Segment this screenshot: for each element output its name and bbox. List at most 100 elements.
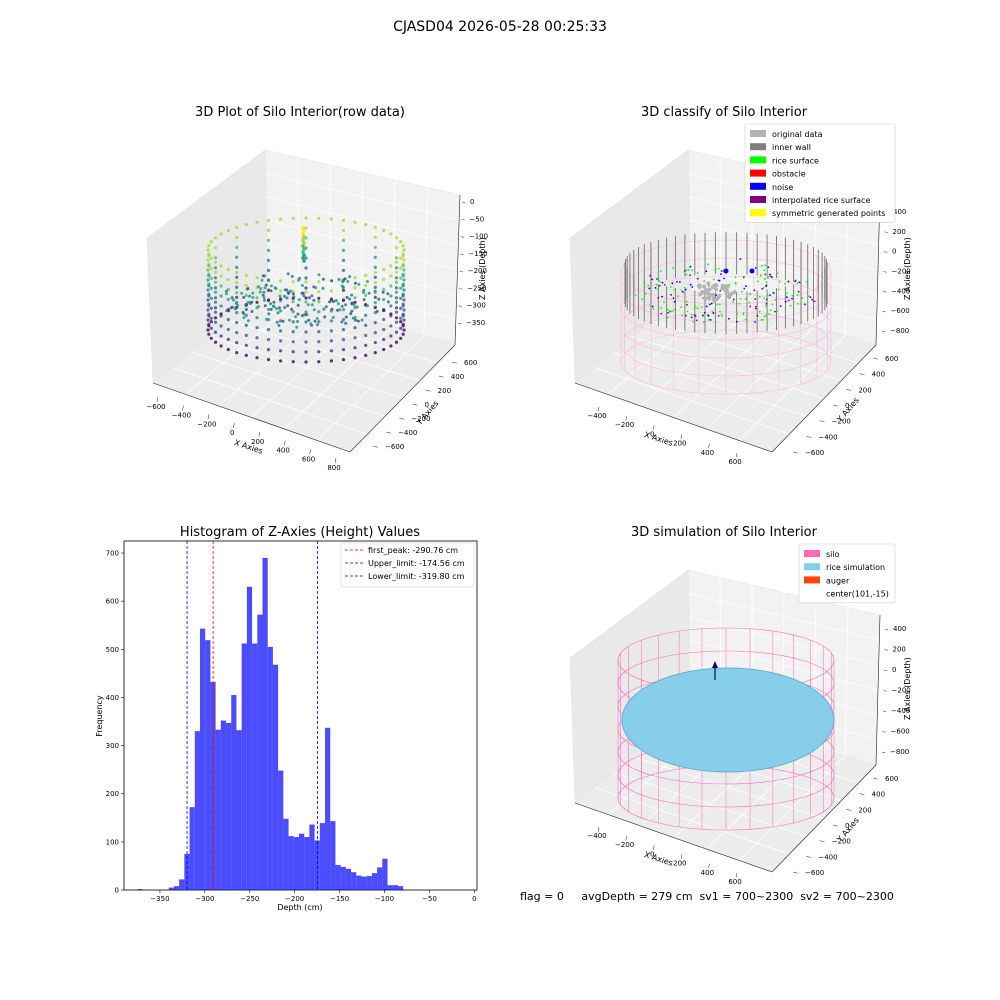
data-point xyxy=(304,256,308,260)
data-point xyxy=(242,295,246,299)
histogram-bar xyxy=(298,833,305,890)
data-point xyxy=(350,301,354,305)
data-point xyxy=(373,245,377,249)
classified-point xyxy=(691,269,693,272)
original-point xyxy=(725,294,730,299)
data-point xyxy=(209,326,213,330)
data-point xyxy=(255,346,259,350)
tick-mark xyxy=(233,423,235,428)
data-point xyxy=(364,343,368,347)
data-point xyxy=(248,294,252,298)
data-point xyxy=(213,306,218,310)
classified-point xyxy=(709,303,711,306)
tick-label: 600 xyxy=(728,878,741,886)
data-point xyxy=(291,330,295,334)
legend-label: auger xyxy=(826,576,850,585)
data-point xyxy=(251,296,255,299)
data-point xyxy=(373,351,377,355)
classified-point xyxy=(732,300,734,303)
data-point xyxy=(382,337,386,342)
data-point xyxy=(373,281,377,285)
data-point xyxy=(373,331,377,335)
original-point xyxy=(723,288,728,293)
z-axis-line xyxy=(454,194,461,346)
data-point xyxy=(394,316,399,320)
original-point xyxy=(732,290,737,294)
data-point xyxy=(262,290,266,294)
original-point xyxy=(715,296,720,301)
classified-point xyxy=(683,286,686,289)
y-axis-line xyxy=(771,764,877,873)
histogram-x-axis-label: Depth (cm) xyxy=(277,903,322,912)
data-point xyxy=(235,275,239,279)
classified-point xyxy=(761,287,764,290)
x-tick-label: −50 xyxy=(422,895,437,903)
data-point xyxy=(332,300,335,303)
data-point xyxy=(389,284,393,288)
tick-mark xyxy=(457,322,462,325)
data-point xyxy=(207,324,211,328)
data-point xyxy=(261,274,265,278)
classified-point xyxy=(673,300,676,303)
data-point xyxy=(377,297,381,301)
tick-label: −50 xyxy=(469,215,484,223)
data-point xyxy=(394,306,399,310)
classified-point xyxy=(654,287,657,289)
classified-point xyxy=(739,297,742,300)
data-point xyxy=(279,279,283,283)
classified-point xyxy=(680,306,683,309)
histogram-bar xyxy=(262,557,268,890)
classified-point xyxy=(671,310,674,312)
histogram-bar xyxy=(325,727,331,890)
legend-swatch xyxy=(750,130,766,137)
data-point xyxy=(362,298,366,302)
data-point xyxy=(341,358,346,362)
data-point xyxy=(266,338,271,342)
tick-mark xyxy=(884,628,889,631)
simulation-x-axis-label: X Axies xyxy=(643,850,674,868)
classified-point xyxy=(661,295,663,298)
classified-point xyxy=(808,295,810,298)
classified-point xyxy=(681,314,683,317)
legend-label: Upper_limit: -174.56 cm xyxy=(368,559,465,568)
data-point xyxy=(375,309,379,313)
tick-mark xyxy=(386,431,392,434)
data-point xyxy=(219,284,223,288)
classified-point xyxy=(717,315,720,317)
data-point xyxy=(291,280,295,284)
data-point xyxy=(340,284,344,288)
data-point xyxy=(276,311,280,315)
classified-point xyxy=(769,294,771,296)
classified-point xyxy=(661,281,664,284)
tick-label: 200 xyxy=(893,228,906,236)
classified-point xyxy=(689,283,692,286)
data-point xyxy=(283,294,287,298)
data-point xyxy=(348,297,352,301)
tick-label: −200 xyxy=(832,838,851,846)
classified-point xyxy=(734,282,737,285)
classified-point xyxy=(760,318,763,321)
data-point xyxy=(394,330,399,334)
classify-panel-title: 3D classify of Silo Interior xyxy=(641,105,808,120)
classified-point xyxy=(754,307,757,310)
histogram-bar xyxy=(397,886,404,890)
tick-label: −400 xyxy=(587,412,606,420)
data-point xyxy=(364,283,368,287)
classified-point xyxy=(660,306,662,309)
data-point xyxy=(246,287,250,290)
histogram-bar xyxy=(226,722,232,890)
classified-point xyxy=(655,284,658,286)
data-point xyxy=(209,336,213,340)
tick-label: −200 xyxy=(832,418,851,426)
raw-axes-box xyxy=(146,149,461,453)
data-point xyxy=(353,281,357,285)
classified-point xyxy=(813,300,816,303)
data-point xyxy=(364,223,368,227)
histogram-bar xyxy=(215,729,221,890)
data-point xyxy=(255,356,259,360)
classified-point xyxy=(757,280,759,283)
data-point xyxy=(279,319,283,323)
tick-mark xyxy=(680,434,683,440)
histogram-bar xyxy=(314,840,320,890)
